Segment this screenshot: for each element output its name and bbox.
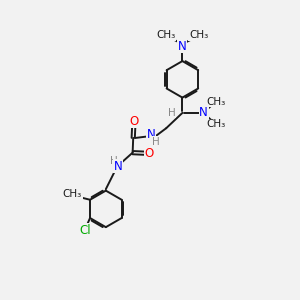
Text: CH₃: CH₃ (157, 30, 176, 40)
Text: CH₃: CH₃ (189, 30, 208, 40)
Text: O: O (129, 115, 138, 128)
Text: N: N (113, 160, 122, 173)
Text: H: H (168, 108, 176, 118)
Text: CH₃: CH₃ (63, 190, 82, 200)
Text: N: N (146, 128, 155, 142)
Text: Cl: Cl (80, 224, 92, 237)
Text: N: N (199, 106, 208, 119)
Text: H: H (152, 137, 160, 147)
Text: CH₃: CH₃ (206, 97, 226, 107)
Text: CH₃: CH₃ (206, 119, 226, 129)
Text: O: O (145, 147, 154, 160)
Text: N: N (178, 40, 187, 53)
Text: H: H (110, 157, 118, 166)
